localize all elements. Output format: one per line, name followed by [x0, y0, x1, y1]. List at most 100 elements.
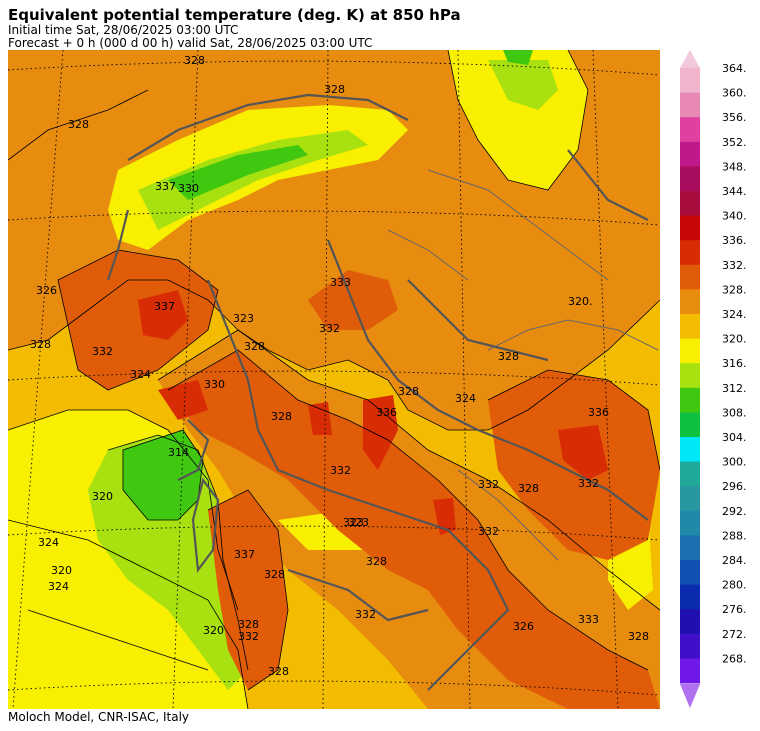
colorbar-box: [680, 633, 700, 659]
field-336-west: [158, 380, 208, 420]
contour-label: 332: [578, 477, 599, 490]
contour-label: 328: [264, 568, 285, 581]
contour-label: 328: [238, 618, 259, 631]
contour-label: 326: [513, 620, 534, 633]
contour-label: 328: [498, 350, 519, 363]
colorbar-label: 320.: [722, 333, 747, 346]
contour-label: 328: [324, 83, 345, 96]
initial-time: Initial time Sat, 28/06/2025 03:00 UTC: [8, 23, 239, 37]
colorbar-box: [680, 560, 700, 586]
colorbar-box: [680, 215, 700, 241]
colorbar-box: [680, 92, 700, 118]
colorbar-box: [680, 289, 700, 315]
field-312-core: [123, 430, 203, 520]
colorbar-box: [680, 658, 700, 684]
contour-label: 332: [478, 525, 499, 538]
colorbar-label: 280.: [722, 579, 747, 592]
colorbar-label: 292.: [722, 505, 747, 518]
field-316-northeast: [488, 60, 558, 110]
contour-label: 324: [48, 580, 69, 593]
field-312-northeast: [503, 50, 533, 65]
contour-label: 332: [238, 630, 259, 643]
contour-label: 337: [154, 300, 175, 313]
field-alps-core: [138, 130, 368, 230]
contour-label: 332: [92, 345, 113, 358]
contour-label: 328: [628, 630, 649, 643]
colorbar-box: [680, 240, 700, 266]
colorbar-box: [680, 314, 700, 340]
contour-label: 330: [178, 182, 199, 195]
contour-label: 320.: [568, 295, 593, 308]
contour-label: 328: [366, 555, 387, 568]
colorbar-box: [680, 264, 700, 290]
field-336-center: [363, 395, 398, 470]
colorbar-label: 328.: [722, 283, 747, 296]
model-credit: Moloch Model, CNR-ISAC, Italy: [8, 710, 190, 724]
field-332-central: [168, 350, 660, 709]
contour-label: 323: [348, 516, 369, 529]
contour-lines: [8, 50, 660, 709]
contour-label: 324: [130, 368, 151, 381]
colorbar: 364. 360. 356. 352. 348. 344. 340. 336. 332. 328.…: [680, 50, 747, 708]
contour-label: 337: [155, 180, 176, 193]
contour-label: 328: [518, 482, 539, 495]
contour-label: 336: [588, 406, 609, 419]
contour-label: 328: [30, 338, 51, 351]
colorbar-label: 276.: [722, 603, 747, 616]
field-320-southwest: [8, 520, 248, 709]
colorbar-bottom-arrow: [680, 684, 700, 708]
coastlines: [106, 93, 649, 691]
colorbar-label: 316.: [722, 357, 747, 370]
contour-label: 328: [268, 665, 289, 678]
lat-lon-grid: [8, 50, 660, 709]
colorbar-label: 332.: [722, 259, 747, 272]
colorbar-box: [680, 609, 700, 635]
contour-label: 328: [398, 385, 419, 398]
contour-label: 332: [355, 608, 376, 621]
colorbar-label: 312.: [722, 382, 747, 395]
contour-label: 328: [184, 54, 205, 67]
colorbar-box: [680, 486, 700, 512]
map-panel: 328 328 328 337 330 326 328 332 337 323 333 324 328 3…: [8, 50, 660, 709]
colorbar-label: 352.: [722, 136, 747, 149]
contour-label: 323: [233, 312, 254, 325]
contour-label: 330: [204, 378, 225, 391]
field-332-southwest: [208, 490, 288, 690]
colorbar-label: 360.: [722, 87, 747, 100]
colorbar-box: [680, 387, 700, 413]
contour-label: 328: [244, 340, 265, 353]
colorbar-label: 364.: [722, 62, 747, 75]
field-alps-peaks: [168, 145, 308, 200]
colorbar-label: 324.: [722, 308, 747, 321]
colorbar-box: [680, 510, 700, 536]
colorbar-label: 296.: [722, 480, 747, 493]
colorbar-box: [680, 363, 700, 389]
contour-label: 328: [68, 118, 89, 131]
field-336-south: [433, 498, 456, 535]
field-316: [88, 435, 248, 690]
colorbar-box: [680, 117, 700, 143]
colorbar-top-arrow: [680, 50, 700, 68]
colorbar-label: 304.: [722, 431, 747, 444]
colorbar-box: [680, 535, 700, 561]
colorbar-label: 300.: [722, 456, 747, 469]
colorbar-label: 336.: [722, 234, 747, 247]
contour-label: 336: [376, 406, 397, 419]
colorbar-label: 348.: [722, 160, 747, 173]
colorbar-box: [680, 191, 700, 217]
colorbar-box: [680, 412, 700, 438]
contour-label: 328: [271, 410, 292, 423]
chart-title: Equivalent potential temperature (deg. K…: [8, 6, 461, 24]
field-336-east: [558, 425, 608, 480]
contour-label: 314: [168, 446, 189, 459]
contour-label: 333: [330, 276, 351, 289]
colorbar-box: [680, 338, 700, 364]
colorbar-label: 344.: [722, 185, 747, 198]
forecast-valid-time: Forecast + 0 h (000 d 00 h) valid Sat, 2…: [8, 36, 373, 50]
colorbar-label: 272.: [722, 628, 747, 641]
contour-label: 323: [343, 516, 364, 529]
field-336-nw: [138, 290, 188, 340]
contour-label: 333: [578, 613, 599, 626]
